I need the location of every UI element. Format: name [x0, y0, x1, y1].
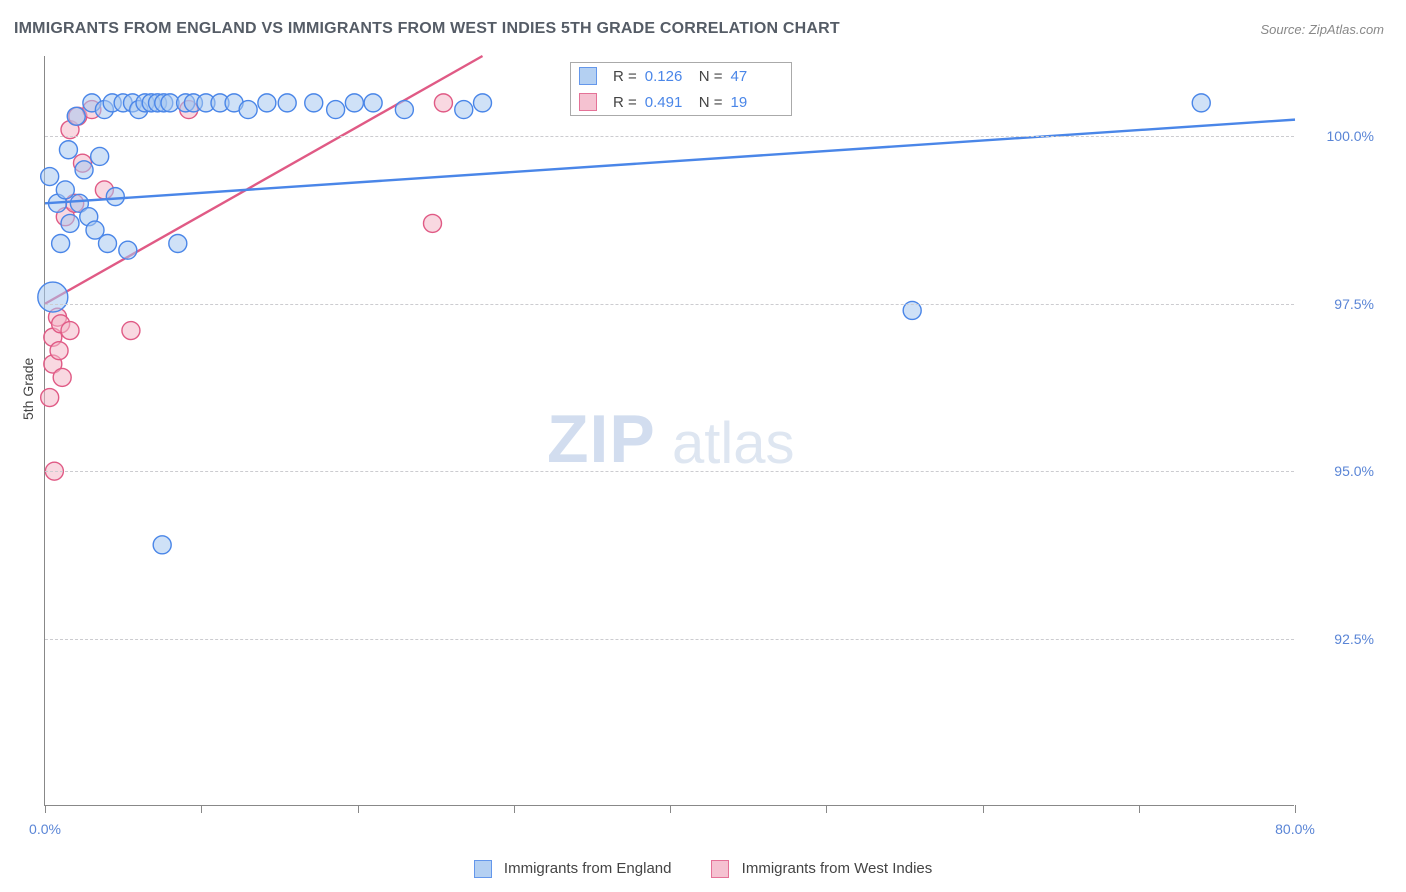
x-tick-label: 80.0%	[1275, 821, 1315, 837]
england-point	[91, 147, 109, 165]
gridline	[45, 471, 1294, 472]
x-tick	[45, 805, 46, 813]
west-indies-point	[50, 342, 68, 360]
x-tick	[983, 805, 984, 813]
england-n-value: 47	[731, 68, 777, 85]
england-point	[61, 214, 79, 232]
west-indies-legend-label: Immigrants from West Indies	[742, 860, 933, 877]
england-point	[41, 168, 59, 186]
n-label: N =	[699, 68, 723, 85]
england-point	[99, 235, 117, 253]
x-tick	[670, 805, 671, 813]
england-point	[239, 101, 257, 119]
england-point	[67, 107, 85, 125]
england-point	[59, 141, 77, 159]
gridline	[45, 136, 1294, 137]
england-point	[119, 241, 137, 259]
n-label: N =	[699, 94, 723, 111]
x-tick	[1295, 805, 1296, 813]
x-tick-label: 0.0%	[29, 821, 61, 837]
west-indies-point	[41, 389, 59, 407]
england-point	[52, 235, 70, 253]
y-tick-label: 100.0%	[1327, 128, 1374, 144]
stat-row-england: R = 0.126 N = 47	[571, 63, 791, 89]
y-axis-label: 5th Grade	[20, 358, 36, 420]
gridline	[45, 304, 1294, 305]
england-point	[153, 536, 171, 554]
england-point	[278, 94, 296, 112]
y-tick-label: 95.0%	[1334, 463, 1374, 479]
england-point	[38, 282, 68, 312]
legend-item-england: Immigrants from England	[474, 860, 672, 878]
england-point	[56, 181, 74, 199]
y-tick-label: 97.5%	[1334, 296, 1374, 312]
england-swatch-icon	[579, 67, 597, 85]
r-label: R =	[613, 94, 637, 111]
west-indies-point	[424, 214, 442, 232]
source-attribution: Source: ZipAtlas.com	[1260, 22, 1384, 37]
england-point	[305, 94, 323, 112]
england-point	[474, 94, 492, 112]
west-indies-point	[61, 322, 79, 340]
x-tick	[201, 805, 202, 813]
england-legend-swatch-icon	[474, 860, 492, 878]
england-point	[106, 188, 124, 206]
england-point	[345, 94, 363, 112]
west-indies-point	[434, 94, 452, 112]
chart-title: IMMIGRANTS FROM ENGLAND VS IMMIGRANTS FR…	[14, 20, 840, 38]
x-tick	[826, 805, 827, 813]
england-point	[364, 94, 382, 112]
west-indies-r-value: 0.491	[645, 94, 691, 111]
england-point	[169, 235, 187, 253]
r-label: R =	[613, 68, 637, 85]
west-indies-point	[122, 322, 140, 340]
legend: Immigrants from England Immigrants from …	[0, 860, 1406, 878]
west-indies-point	[53, 368, 71, 386]
england-legend-label: Immigrants from England	[504, 860, 672, 877]
scatter-chart: 92.5%95.0%97.5%100.0% 0.0%80.0%	[44, 56, 1294, 806]
england-point	[395, 101, 413, 119]
england-point	[258, 94, 276, 112]
chart-svg	[45, 56, 1295, 806]
gridline	[45, 639, 1294, 640]
west-indies-trendline	[45, 56, 483, 304]
x-tick	[514, 805, 515, 813]
west-indies-n-value: 19	[731, 94, 777, 111]
x-tick	[358, 805, 359, 813]
legend-item-west-indies: Immigrants from West Indies	[711, 860, 932, 878]
west-indies-swatch-icon	[579, 93, 597, 111]
england-point	[1192, 94, 1210, 112]
england-trendline	[45, 120, 1295, 204]
x-tick	[1139, 805, 1140, 813]
correlation-stat-box: R = 0.126 N = 47 R = 0.491 N = 19	[570, 62, 792, 116]
england-point	[75, 161, 93, 179]
y-tick-label: 92.5%	[1334, 631, 1374, 647]
england-r-value: 0.126	[645, 68, 691, 85]
west-indies-legend-swatch-icon	[711, 860, 729, 878]
england-point	[327, 101, 345, 119]
england-point	[455, 101, 473, 119]
stat-row-west-indies: R = 0.491 N = 19	[571, 89, 791, 115]
